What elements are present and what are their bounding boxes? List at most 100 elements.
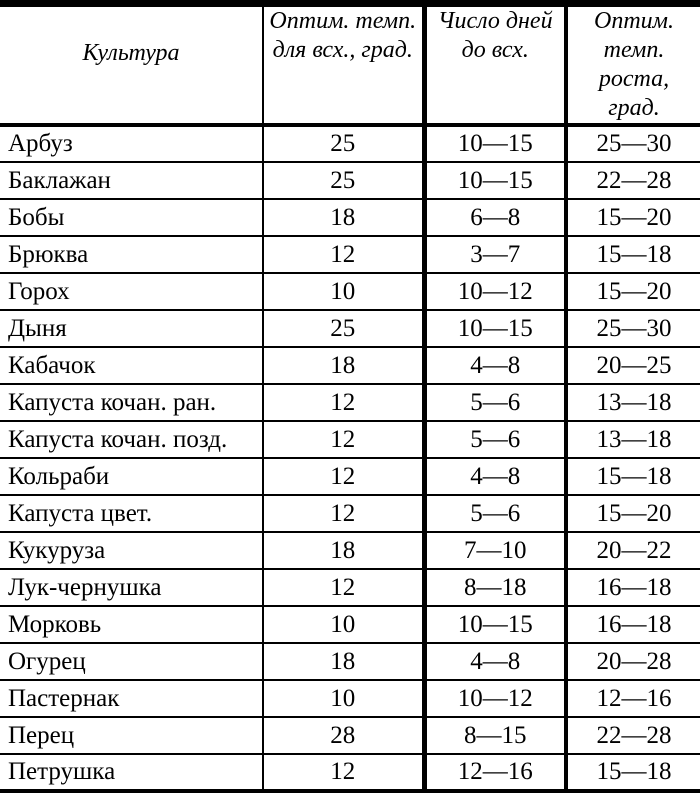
table-row: Огурец 18 4—8 20—28 — [0, 643, 700, 680]
cell-days-to-germination: 10—15 — [421, 162, 566, 199]
table-row: Брюква 12 3—7 15—18 — [0, 236, 700, 273]
cell-days-to-germination: 4—8 — [421, 347, 566, 384]
table-row: Кабачок 18 4—8 20—25 — [0, 347, 700, 384]
cell-culture: Морковь — [8, 610, 102, 638]
header-line: Культура — [82, 39, 180, 66]
cell-growth-temp: 16—18 — [564, 569, 700, 606]
cell-germination-temp: 12 — [262, 236, 424, 273]
cell-days-to-germination: 10—12 — [421, 273, 566, 310]
cell-days-to-germination: 7—10 — [421, 532, 566, 569]
header-line: до всх. — [461, 37, 529, 63]
cell-germination-temp: 25 — [262, 162, 424, 199]
table-row: Капуста цвет. 12 5—6 15—20 — [0, 495, 700, 532]
cell-culture: Огурец — [8, 647, 86, 675]
cell-culture: Кукуруза — [8, 536, 106, 564]
cell-germination-temp: 12 — [262, 421, 424, 458]
cell-culture: Петрушка — [8, 758, 116, 785]
header-line: для всх., град. — [272, 37, 413, 63]
cell-growth-temp: 12—16 — [564, 680, 700, 717]
header-days-to-germination: Число дней до всх. — [421, 7, 566, 125]
cell-days-to-germination: 10—15 — [421, 606, 566, 643]
cell-growth-temp: 15—20 — [564, 495, 700, 532]
cell-growth-temp: 15—20 — [564, 199, 700, 236]
cell-days-to-germination: 10—15 — [421, 310, 566, 347]
cell-culture: Пастернак — [8, 684, 120, 712]
cell-germination-temp: 10 — [262, 680, 424, 717]
cell-days-to-germination: 8—15 — [421, 717, 566, 754]
cell-growth-temp: 13—18 — [564, 421, 700, 458]
cell-culture: Арбуз — [8, 130, 73, 157]
cell-germination-temp: 10 — [262, 606, 424, 643]
header-line: роста, — [598, 66, 670, 92]
cell-growth-temp: 15—18 — [564, 236, 700, 273]
cell-growth-temp: 22—28 — [564, 717, 700, 754]
header-line: Число дней — [437, 8, 553, 34]
cell-days-to-germination: 10—12 — [421, 680, 566, 717]
table-header: Культура Оптим. темп. для всх., град. Число… — [0, 7, 700, 125]
cell-culture: Капуста цвет. — [8, 499, 153, 527]
cell-days-to-germination: 4—8 — [421, 458, 566, 495]
cell-days-to-germination: 5—6 — [421, 384, 566, 421]
cell-growth-temp: 15—18 — [564, 754, 700, 791]
table-row: Морковь 10 10—15 16—18 — [0, 606, 700, 643]
table-row: Дыня 25 10—15 25—30 — [0, 310, 700, 347]
cell-culture: Горох — [8, 277, 70, 305]
cell-culture: Капуста кочан. ран. — [8, 388, 217, 416]
table-row: Лук-чернушка 12 8—18 16—18 — [0, 569, 700, 606]
cell-germination-temp: 18 — [262, 532, 424, 569]
table-row: Перец 28 8—15 22—28 — [0, 717, 700, 754]
header-culture: Культура — [0, 7, 263, 125]
table-row: Петрушка 12 12—16 15—18 — [0, 754, 700, 791]
table-row: Кольраби 12 4—8 15—18 — [0, 458, 700, 495]
cell-germination-temp: 12 — [262, 384, 424, 421]
cell-germination-temp: 12 — [262, 495, 424, 532]
cell-growth-temp: 25—30 — [564, 125, 700, 162]
cell-culture: Перец — [8, 721, 75, 749]
cell-growth-temp: 20—28 — [564, 643, 700, 680]
cell-days-to-germination: 5—6 — [421, 495, 566, 532]
cell-germination-temp: 25 — [262, 310, 424, 347]
cell-culture: Баклажан — [8, 166, 111, 194]
table-row: Пастернак 10 10—12 12—16 — [0, 680, 700, 717]
cell-culture: Кольраби — [8, 462, 110, 490]
cell-growth-temp: 25—30 — [564, 310, 700, 347]
cell-growth-temp: 16—18 — [564, 606, 700, 643]
table-row: Горох 10 10—12 15—20 — [0, 273, 700, 310]
cell-days-to-germination: 4—8 — [421, 643, 566, 680]
cell-days-to-germination: 3—7 — [421, 236, 566, 273]
header-row: Культура Оптим. темп. для всх., град. Число… — [0, 7, 700, 125]
cell-days-to-germination: 6—8 — [421, 199, 566, 236]
cell-growth-temp: 20—25 — [564, 347, 700, 384]
cell-growth-temp: 20—22 — [564, 532, 700, 569]
cell-germination-temp: 12 — [262, 754, 424, 791]
table-row: Баклажан 25 10—15 22—28 — [0, 162, 700, 199]
table-row: Капуста кочан. позд. 12 5—6 13—18 — [0, 421, 700, 458]
cell-days-to-germination: 10—15 — [421, 125, 566, 162]
header-line: Оптим. темп. — [269, 8, 417, 34]
table-top-border — [0, 0, 700, 7]
cell-days-to-germination: 12—16 — [421, 754, 566, 791]
cell-culture: Лук-чернушка — [8, 573, 162, 601]
table-row: Арбуз 25 10—15 25—30 — [0, 125, 700, 162]
cell-germination-temp: 12 — [262, 458, 424, 495]
cell-germination-temp: 12 — [262, 569, 424, 606]
header-line: темп. — [603, 37, 665, 63]
cell-germination-temp: 18 — [262, 643, 424, 680]
cell-culture: Брюква — [8, 240, 89, 268]
cell-culture: Бобы — [8, 203, 65, 231]
cell-culture: Капуста кочан. позд. — [8, 425, 228, 453]
header-germination-temp: Оптим. темп. для всх., град. — [262, 7, 424, 125]
germination-table: Культура Оптим. темп. для всх., град. Число… — [0, 7, 700, 793]
cell-germination-temp: 18 — [262, 347, 424, 384]
header-line: Оптим. — [594, 8, 674, 34]
cell-germination-temp: 28 — [262, 717, 424, 754]
header-line: град. — [608, 95, 660, 121]
cell-germination-temp: 25 — [262, 125, 424, 162]
cell-culture: Дыня — [8, 314, 67, 342]
table-body: Арбуз 25 10—15 25—30 Баклажан 25 10—15 22—28 Боб… — [0, 125, 700, 791]
cell-germination-temp: 10 — [262, 273, 424, 310]
header-growth-temp: Оптим. темп. роста, град. — [564, 7, 700, 125]
table-row: Бобы 18 6—8 15—20 — [0, 199, 700, 236]
cell-days-to-germination: 5—6 — [421, 421, 566, 458]
cell-growth-temp: 13—18 — [564, 384, 700, 421]
